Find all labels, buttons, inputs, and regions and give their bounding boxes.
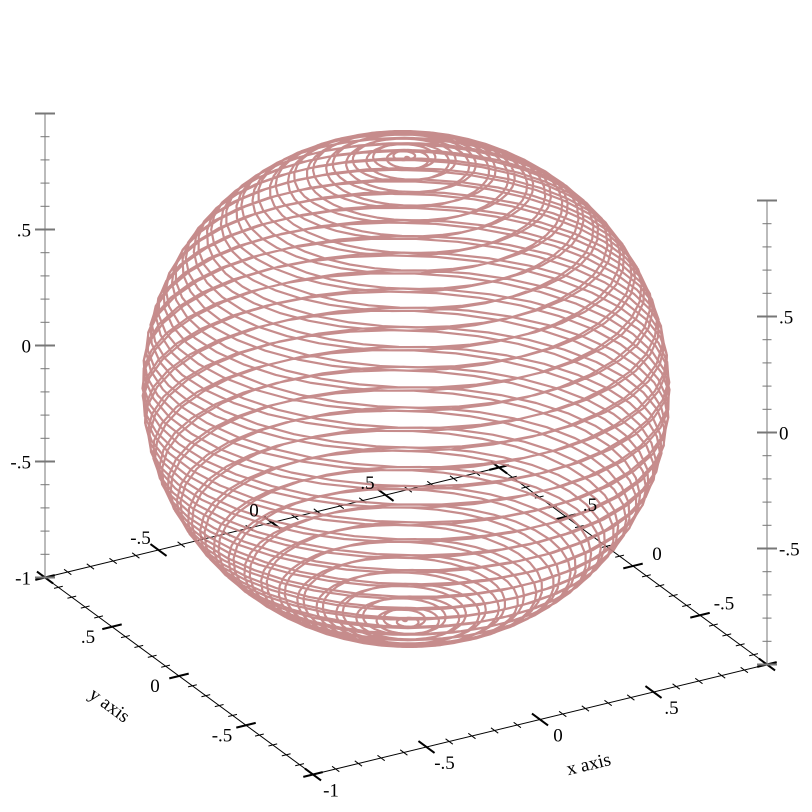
- minor-tick: [147, 654, 157, 658]
- minor-tick: [290, 513, 299, 521]
- minor-tick: [67, 595, 77, 599]
- minor-tick: [708, 623, 718, 627]
- y-back-tick-label: 0: [652, 544, 662, 565]
- major-tick: [376, 488, 395, 502]
- y-back-tick-label: -.5: [714, 593, 735, 614]
- minor-tick: [134, 644, 144, 648]
- minor-tick: [672, 683, 681, 690]
- minor-tick: [94, 615, 104, 619]
- minor-tick: [161, 664, 171, 668]
- minor-tick: [722, 633, 732, 637]
- x-back-tick-label: -.5: [130, 528, 151, 549]
- minor-tick: [558, 710, 567, 718]
- minor-tick: [331, 765, 340, 773]
- minor-tick: [214, 704, 224, 708]
- y-axis-label: y axis: [85, 684, 134, 727]
- x-back-tick-label: 0: [249, 501, 259, 522]
- minor-tick: [490, 727, 499, 734]
- minor-tick: [717, 672, 726, 679]
- minor-tick: [187, 684, 197, 688]
- z-left-tick-label: .5: [17, 221, 31, 242]
- minor-tick: [668, 594, 678, 598]
- major-tick: [644, 685, 663, 699]
- minor-tick: [749, 653, 759, 657]
- y-front-tick-label: .5: [81, 627, 95, 648]
- y-front-tick-label: -.5: [212, 725, 233, 746]
- minor-tick: [63, 568, 72, 576]
- minor-tick: [228, 713, 238, 717]
- minor-tick: [399, 749, 408, 756]
- minor-tick: [641, 574, 651, 578]
- major-tick: [102, 623, 122, 631]
- minor-tick: [655, 584, 665, 588]
- y-back-tick-label: .5: [583, 495, 597, 516]
- minor-tick: [694, 677, 703, 685]
- major-tick: [303, 771, 323, 778]
- minor-tick: [604, 699, 613, 707]
- minor-tick: [177, 541, 186, 548]
- minor-tick: [254, 733, 264, 737]
- major-tick: [531, 712, 549, 727]
- minor-tick: [682, 603, 692, 607]
- major-tick: [623, 562, 643, 570]
- major-tick: [690, 611, 710, 619]
- z-right-tick-label: -.5: [779, 540, 800, 561]
- minor-tick: [80, 605, 90, 609]
- x-front-tick-label: -.5: [434, 753, 455, 774]
- sphere-spiral-curve: [141, 130, 671, 648]
- z-left-tick-label: -.5: [10, 453, 31, 474]
- z-right-tick-label: 0: [779, 424, 789, 445]
- major-tick: [417, 740, 436, 754]
- minor-tick: [201, 694, 211, 698]
- y-front-tick-label: 0: [150, 676, 160, 697]
- minor-tick: [467, 732, 476, 740]
- z-left-tick-label: 0: [22, 337, 32, 358]
- minor-tick: [521, 485, 531, 489]
- x-axis-label: x axis: [564, 749, 613, 780]
- minor-tick: [626, 694, 635, 701]
- minor-tick: [740, 666, 749, 674]
- minor-tick: [354, 760, 363, 767]
- minor-tick: [268, 743, 278, 747]
- minor-tick: [449, 475, 458, 482]
- major-tick: [169, 672, 189, 680]
- minor-tick: [53, 585, 63, 589]
- minor-tick: [120, 635, 130, 639]
- major-tick: [149, 543, 168, 557]
- major-tick: [236, 721, 256, 729]
- minor-tick: [581, 705, 590, 712]
- x-back-tick-label: .5: [360, 473, 374, 494]
- minor-tick: [513, 721, 522, 729]
- x-front-tick-label: .5: [664, 698, 678, 719]
- x-front-tick-label: 0: [553, 726, 563, 747]
- minor-tick: [735, 643, 745, 647]
- minor-tick: [295, 763, 305, 767]
- minor-tick: [445, 738, 454, 745]
- minor-tick: [281, 753, 291, 757]
- minor-tick: [131, 552, 140, 559]
- minor-tick: [86, 563, 95, 570]
- minor-tick: [601, 544, 611, 548]
- minor-tick: [109, 557, 118, 565]
- z-right-tick-label: .5: [779, 308, 793, 329]
- z-left-tick-label: -1: [15, 569, 31, 590]
- minor-tick: [615, 554, 625, 558]
- x-front-tick-label: -1: [323, 781, 339, 802]
- tick-labels: -1 -.5 0 .5 -.5 0 .5 .5 0 -.5 .5 0 -.5 .5 0 -.5 -1 .5 0 -.5: [10, 221, 799, 802]
- minor-tick: [377, 754, 386, 762]
